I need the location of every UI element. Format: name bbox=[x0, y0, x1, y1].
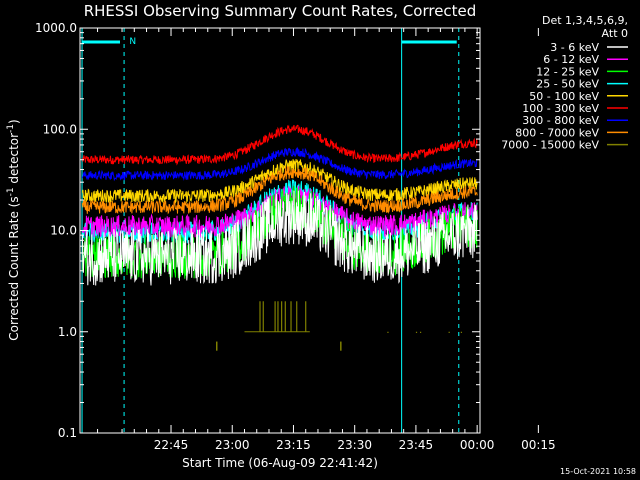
y-tick-label: 10.0 bbox=[50, 224, 77, 238]
x-tick-label: 23:15 bbox=[276, 438, 311, 452]
series-line-800to7000keV bbox=[81, 166, 478, 215]
y-axis-label: Corrected Count Rate (s-1 detector-1) bbox=[6, 119, 21, 340]
legend-header-line-1: Det 1,3,4,5,6,9, bbox=[542, 14, 628, 27]
chart-title: RHESSI Observing Summary Count Rates, Co… bbox=[84, 2, 477, 20]
series-line-50to100keV bbox=[81, 159, 478, 205]
y-tick-label: 1000.0 bbox=[35, 21, 77, 35]
x-tick-label: 23:45 bbox=[399, 438, 434, 452]
axes: 0.1 1.0 10.0 100.0 1000.0 22:45 23:00 23:15 23:3… bbox=[35, 21, 556, 452]
x-tick-label: 00:15 bbox=[521, 438, 556, 452]
legend-label: 6 - 12 keV bbox=[543, 53, 599, 66]
marker-label-n: N bbox=[129, 37, 136, 47]
legend-label: 300 - 800 keV bbox=[522, 114, 599, 127]
x-tick-label: 00:00 bbox=[460, 438, 495, 452]
y-tick-label: 0.1 bbox=[58, 426, 77, 440]
legend-label: 50 - 100 keV bbox=[529, 90, 599, 103]
legend-header-line-2: Att 0 bbox=[602, 27, 628, 40]
x-axis-label: Start Time (06-Aug-09 22:41:42) bbox=[182, 456, 378, 470]
y-tick-label: 1.0 bbox=[58, 325, 77, 339]
series-7000-15000-kev bbox=[215, 301, 463, 351]
y-tick-label: 100.0 bbox=[43, 122, 77, 136]
legend-label: 25 - 50 keV bbox=[536, 78, 599, 91]
legend-label: 100 - 300 keV bbox=[522, 102, 599, 115]
legend-label: 12 - 25 keV bbox=[536, 65, 599, 78]
plot-area: N bbox=[81, 28, 478, 433]
series-line-3to6keV bbox=[81, 190, 478, 286]
legend-label: 3 - 6 keV bbox=[550, 41, 599, 54]
x-tick-label: 23:30 bbox=[337, 438, 372, 452]
x-tick-label: 22:45 bbox=[154, 438, 189, 452]
timestamp: 15-Oct-2021 10:58 bbox=[560, 467, 636, 476]
series-line-100to300keV bbox=[81, 124, 478, 166]
x-tick-label: 23:00 bbox=[215, 438, 250, 452]
legend-label: 800 - 7000 keV bbox=[515, 126, 599, 139]
series-line-300to800keV bbox=[81, 146, 478, 182]
legend-label: 7000 - 15000 keV bbox=[501, 139, 599, 152]
